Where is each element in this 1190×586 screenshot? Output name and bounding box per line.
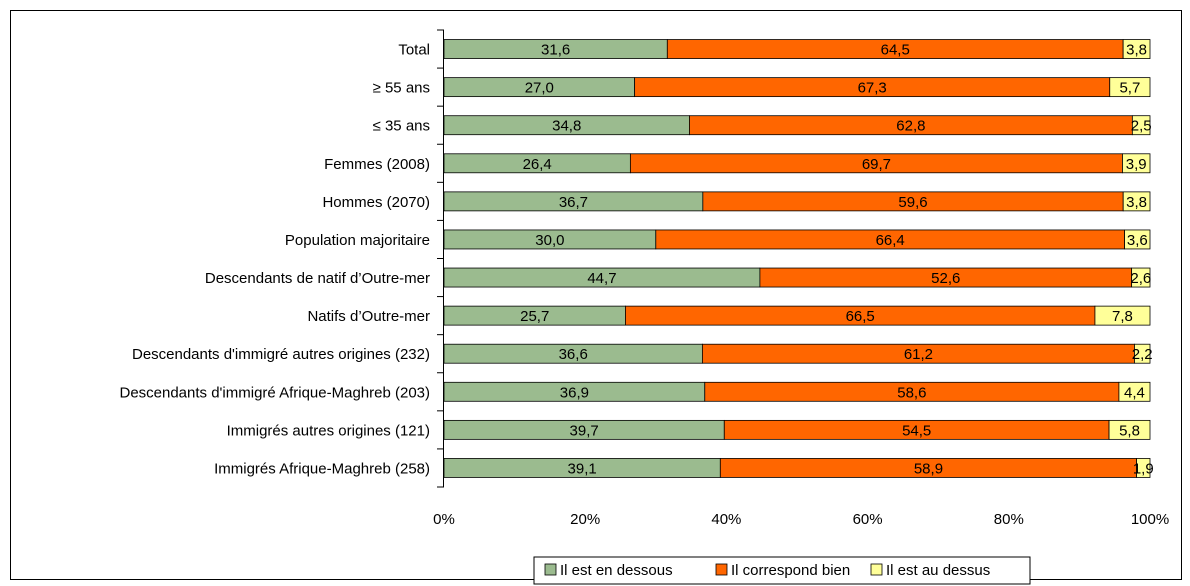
data-label-3-6: 3,6 <box>1127 232 1148 249</box>
category-label-3: ≤ 35 ans <box>373 118 430 135</box>
data-label-3-9: 2,2 <box>1132 346 1153 363</box>
data-label-1-3: 34,8 <box>552 118 581 135</box>
data-label-3-12: 1,9 <box>1133 460 1154 477</box>
category-label-7: Descendants de natif d’Outre-mer <box>205 270 430 287</box>
x-tick-label-2: 20% <box>570 511 600 528</box>
data-label-1-5: 36,7 <box>559 194 588 211</box>
category-label-12: Immigrés Afrique-Maghreb (258) <box>214 460 430 477</box>
data-label-2-3: 62,8 <box>896 118 925 135</box>
data-label-3-2: 5,7 <box>1119 80 1140 97</box>
legend-label-1: Il est en dessous <box>560 562 673 579</box>
bar-segment-3-7 <box>1131 267 1151 288</box>
data-label-2-4: 69,7 <box>862 156 891 173</box>
legend-swatch-3 <box>870 563 883 576</box>
data-label-2-11: 54,5 <box>902 422 931 439</box>
data-label-3-1: 3,8 <box>1126 42 1147 59</box>
data-label-3-11: 5,8 <box>1119 422 1140 439</box>
category-label-9: Descendants d'immigré autres origines (2… <box>132 346 430 363</box>
data-label-1-10: 36,9 <box>560 384 589 401</box>
data-label-2-8: 66,5 <box>846 308 875 325</box>
data-label-1-2: 27,0 <box>525 80 554 97</box>
bar-segment-3-8 <box>1094 305 1151 326</box>
data-label-2-6: 66,4 <box>876 232 905 249</box>
category-label-10: Descendants d'immigré Afrique-Maghreb (2… <box>119 384 430 401</box>
bar-segment-3-1 <box>1122 39 1151 59</box>
category-label-4: Femmes (2008) <box>324 156 430 173</box>
legend-swatch-1 <box>544 563 557 576</box>
chart-frame <box>10 10 1182 580</box>
legend-label-3: Il est au dessus <box>886 562 990 579</box>
bar-segment-3-5 <box>1122 191 1151 212</box>
bar-segment-3-12 <box>1136 458 1151 478</box>
data-label-1-11: 39,7 <box>570 422 599 439</box>
category-label-8: Natifs d’Outre-mer <box>307 308 430 325</box>
data-label-1-12: 39,1 <box>568 460 597 477</box>
data-label-3-7: 2,6 <box>1130 270 1151 287</box>
bar-segment-3-6 <box>1124 229 1151 250</box>
x-tick-label-1: 0% <box>433 511 455 528</box>
category-label-6: Population majoritaire <box>285 232 430 249</box>
x-tick-label-6: 100% <box>1131 511 1169 528</box>
data-label-1-7: 44,7 <box>587 270 616 287</box>
category-label-11: Immigrés autres origines (121) <box>227 422 430 439</box>
legend-label-2: Il correspond bien <box>731 562 850 579</box>
bar-segment-3-10 <box>1118 381 1151 402</box>
x-tick-label-3: 40% <box>711 511 741 528</box>
category-label-1: Total <box>398 42 430 59</box>
data-label-1-4: 26,4 <box>523 156 552 173</box>
legend-box <box>533 556 1031 585</box>
data-label-3-4: 3,9 <box>1126 156 1147 173</box>
data-label-2-2: 67,3 <box>858 80 887 97</box>
data-label-3-8: 7,8 <box>1112 308 1133 325</box>
bar-segment-3-9 <box>1134 343 1151 364</box>
data-label-2-12: 58,9 <box>914 460 943 477</box>
bar-segment-3-11 <box>1108 419 1151 440</box>
data-label-2-5: 59,6 <box>898 194 927 211</box>
data-label-2-7: 52,6 <box>931 270 960 287</box>
bar-segment-3-2 <box>1109 77 1151 98</box>
category-label-2: ≥ 55 ans <box>373 80 430 97</box>
data-label-1-6: 30,0 <box>535 232 564 249</box>
data-label-2-10: 58,6 <box>897 384 926 401</box>
legend-swatch-2 <box>715 563 728 576</box>
x-tick-label-4: 60% <box>853 511 883 528</box>
category-label-5: Hommes (2070) <box>322 194 430 211</box>
data-label-3-3: 2,5 <box>1131 118 1152 135</box>
data-label-2-1: 64,5 <box>881 42 910 59</box>
data-label-1-1: 31,6 <box>541 42 570 59</box>
x-tick-label-5: 80% <box>994 511 1024 528</box>
bar-segment-3-4 <box>1122 153 1151 174</box>
data-label-1-8: 25,7 <box>520 308 549 325</box>
data-label-2-9: 61,2 <box>904 346 933 363</box>
data-label-3-5: 3,8 <box>1126 194 1147 211</box>
data-label-1-9: 36,6 <box>559 346 588 363</box>
bar-segment-3-3 <box>1131 115 1151 136</box>
data-label-3-10: 4,4 <box>1124 384 1145 401</box>
